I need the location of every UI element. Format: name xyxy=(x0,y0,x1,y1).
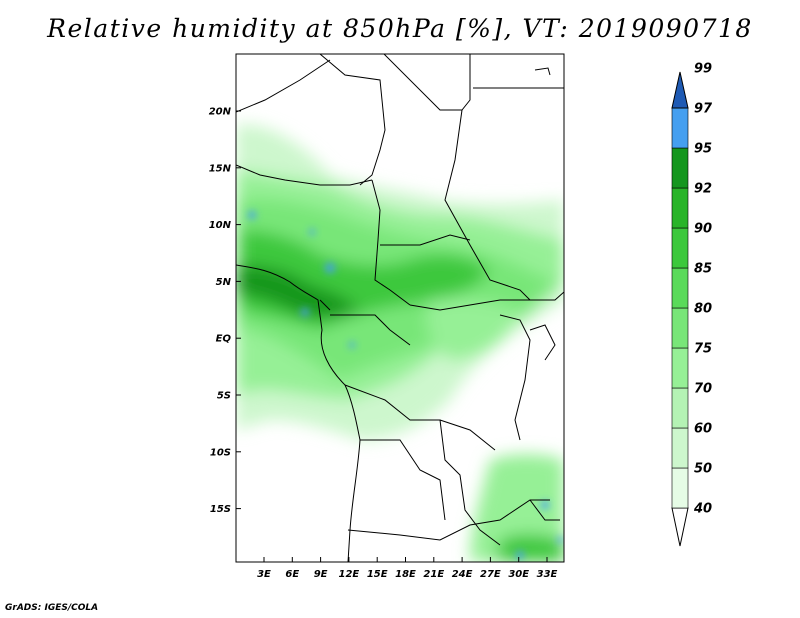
humidity-field xyxy=(236,54,564,562)
colorbar-label: 40 xyxy=(693,502,712,517)
lat-label: 10S xyxy=(210,447,231,458)
colorbar-segment xyxy=(671,147,689,189)
colorbar-low-arrow xyxy=(671,507,689,547)
colorbar-label: 85 xyxy=(694,262,712,277)
lat-label: 5N xyxy=(216,277,232,288)
lat-label: 10N xyxy=(209,220,232,231)
lon-label: 24E xyxy=(452,569,473,580)
colorbar-segment xyxy=(671,387,689,429)
colorbar-segment xyxy=(671,427,689,469)
colorbar-label: 95 xyxy=(694,142,712,157)
map-title: Relative humidity at 850hPa [%], VT: 201… xyxy=(47,14,753,43)
colorbar-label: 90 xyxy=(694,222,712,237)
lon-label: 12E xyxy=(339,569,360,580)
colorbar-label: 92 xyxy=(694,182,712,197)
colorbar-label: 60 xyxy=(694,422,712,437)
lon-label: 21E xyxy=(423,569,444,580)
lon-label: 6E xyxy=(285,569,299,580)
grads-credit: GrADS: IGES/COLA xyxy=(5,603,99,613)
lon-label: 27E xyxy=(480,569,501,580)
colorbar-segment xyxy=(671,187,689,229)
lat-label: 15S xyxy=(210,504,231,515)
lon-label: 15E xyxy=(367,569,388,580)
lon-label: 30E xyxy=(508,569,529,580)
latitude-labels: 20N 15N 10N 5N EQ 5S 10S 15S xyxy=(209,107,241,515)
colorbar-label: 50 xyxy=(694,462,712,477)
lat-label: EQ xyxy=(216,334,232,345)
colorbar-label: 97 xyxy=(694,102,713,117)
high-humidity-spots xyxy=(248,211,563,559)
colorbar: 40 50 60 70 75 80 85 90 92 95 97 99 xyxy=(671,62,713,547)
longitude-labels: 3E 6E 9E 12E 15E 18E 21E 24E 27E 30E 33E xyxy=(257,557,558,580)
colorbar-segment xyxy=(671,107,689,149)
lon-label: 3E xyxy=(257,569,271,580)
colorbar-label: 99 xyxy=(694,62,712,77)
colorbar-label: 70 xyxy=(694,382,712,397)
colorbar-high-arrow xyxy=(671,71,689,109)
lat-label: 20N xyxy=(209,107,232,118)
lat-label: 5S xyxy=(217,391,231,402)
colorbar-label: 80 xyxy=(694,302,712,317)
colorbar-segment xyxy=(671,347,689,389)
colorbar-segment xyxy=(671,267,689,309)
colorbar-segment xyxy=(671,307,689,349)
colorbar-segment xyxy=(671,467,689,509)
colorbar-label: 75 xyxy=(694,342,712,357)
lon-label: 18E xyxy=(395,569,416,580)
lon-label: 33E xyxy=(537,569,558,580)
colorbar-segment xyxy=(671,227,689,269)
lon-label: 9E xyxy=(314,569,328,580)
country-borders xyxy=(236,54,564,562)
lat-label: 15N xyxy=(209,163,232,174)
